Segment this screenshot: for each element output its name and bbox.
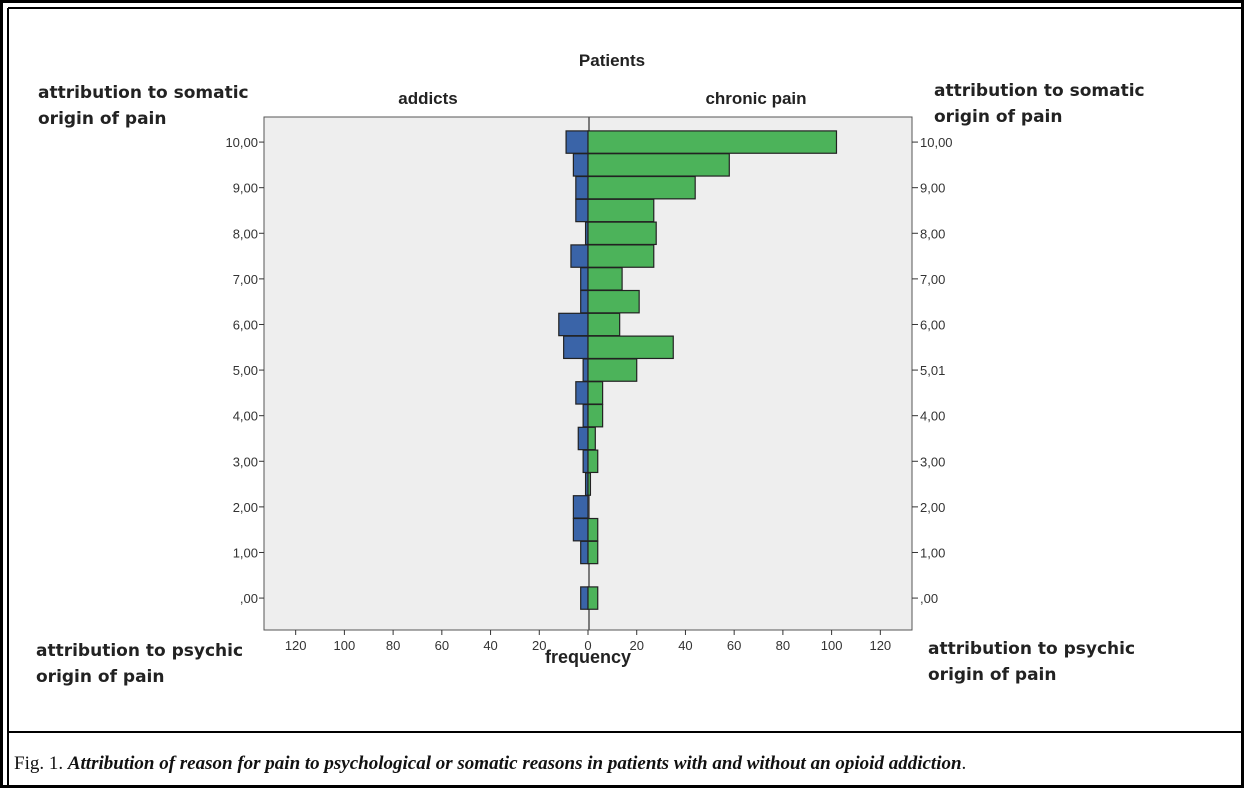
y-tick-label-right-10: 10,00 — [920, 135, 953, 150]
figure-caption: Fig. 1. Attribution of reason for pain t… — [8, 744, 1238, 784]
bar-addicts-18 — [572, 153, 589, 177]
bar-addicts-0 — [580, 586, 589, 610]
y-tick-label-left-2: 2,00 — [233, 500, 258, 515]
annotation-bottom-right-line2: origin of pain — [928, 665, 1056, 685]
bar-addicts-13 — [580, 267, 589, 291]
x-tick-label-left-2: 80 — [386, 638, 400, 653]
bar-chronic-pain-15 — [587, 221, 657, 246]
bar-chronic-pain-16 — [587, 198, 655, 223]
bar-addicts-8 — [575, 381, 589, 405]
annotation-top-left-line1: attribution to somatic — [38, 83, 249, 103]
bar-addicts-12 — [580, 289, 589, 314]
bar-chronic-pain-18 — [587, 153, 730, 177]
y-tick-label-right-8: 8,00 — [920, 226, 945, 241]
annotation-top-left-line2: origin of pain — [38, 109, 166, 129]
bar-chronic-pain-19 — [587, 130, 838, 154]
bar-addicts-16 — [575, 198, 589, 223]
x-tick-label-left-0: 120 — [285, 638, 307, 653]
x-tick-label-right-5: 100 — [821, 638, 843, 653]
annotation-bottom-left-line2: origin of pain — [36, 667, 164, 687]
y-tick-label-right-2: 2,00 — [920, 500, 945, 515]
y-tick-label-left-9: 9,00 — [233, 181, 258, 196]
caption-text: Attribution of reason for pain to psycho… — [67, 753, 962, 774]
x-tick-label-right-2: 40 — [678, 638, 692, 653]
y-tick-label-right-9: 9,00 — [920, 181, 945, 196]
series-label-addicts: addicts — [398, 89, 458, 108]
caption-suffix: . — [961, 753, 967, 774]
bar-chronic-pain-2 — [587, 517, 599, 542]
bar-addicts-3 — [572, 495, 589, 519]
y-tick-label-right-7: 7,00 — [920, 272, 945, 287]
bar-addicts-11 — [558, 312, 589, 337]
x-tick-label-left-6: 0 — [584, 638, 591, 653]
x-tick-label-left-3: 60 — [435, 638, 449, 653]
caption-prefix: Fig. 1. — [14, 753, 64, 774]
y-axis-left: ,00 1,00 2,00 3,00 4,00 5,00 6,00 7,00 8,00 9,00 1… — [225, 135, 264, 606]
y-tick-label-left-0: ,00 — [240, 591, 258, 606]
bar-chronic-pain-13 — [587, 267, 623, 291]
y-tick-label-right-0: ,00 — [920, 591, 938, 606]
bar-chronic-pain-12 — [587, 289, 640, 314]
bar-chronic-pain-6 — [587, 426, 596, 451]
bar-addicts-2 — [572, 517, 589, 542]
bar-addicts-17 — [575, 175, 589, 200]
series-label-chronic-pain: chronic pain — [705, 89, 806, 108]
chart-title: Patients — [579, 51, 645, 70]
y-tick-label-left-10: 10,00 — [225, 135, 258, 150]
bar-chronic-pain-7 — [587, 403, 604, 428]
x-axis-label: frequency — [545, 647, 631, 667]
bar-chronic-pain-1 — [587, 540, 599, 565]
bar-addicts-9 — [582, 358, 589, 382]
x-tick-label-right-1: 20 — [629, 638, 643, 653]
bar-addicts-1 — [580, 540, 589, 565]
bar-chronic-pain-8 — [587, 381, 604, 405]
y-tick-label-right-4: 4,00 — [920, 409, 945, 424]
y-tick-label-right-6: 6,00 — [920, 317, 945, 332]
bar-chronic-pain-11 — [587, 312, 621, 337]
bar-chronic-pain-9 — [587, 358, 638, 382]
bar-chronic-pain-10 — [587, 335, 674, 360]
bar-chronic-pain-5 — [587, 449, 599, 474]
y-tick-label-right-3: 3,00 — [920, 454, 945, 469]
x-tick-label-right-3: 60 — [727, 638, 741, 653]
x-tick-label-right-6: 120 — [869, 638, 891, 653]
bar-chronic-pain-0 — [587, 586, 599, 610]
y-tick-label-left-7: 7,00 — [233, 272, 258, 287]
bar-addicts-14 — [570, 244, 589, 268]
y-tick-label-left-8: 8,00 — [233, 226, 258, 241]
x-tick-label-left-1: 100 — [334, 638, 356, 653]
bar-chronic-pain-14 — [587, 244, 655, 268]
annotation-top-right-line2: origin of pain — [934, 107, 1062, 127]
bar-addicts-7 — [582, 403, 589, 428]
y-tick-label-left-4: 4,00 — [233, 409, 258, 424]
bar-chronic-pain-17 — [587, 175, 696, 200]
annotation-top-right-line1: attribution to somatic — [934, 81, 1145, 101]
x-axis: 120 100 80 60 40 20 0 20 40 60 80 100 120 — [285, 630, 891, 653]
bar-addicts-19 — [565, 130, 589, 154]
bars-group — [558, 130, 838, 610]
y-tick-label-right-5: 5,01 — [920, 363, 945, 378]
y-axis-right: ,00 1,00 2,00 3,00 4,00 5,01 6,00 7,00 8,00 9,00 1… — [912, 135, 953, 606]
y-tick-label-right-1: 1,00 — [920, 545, 945, 560]
bar-addicts-6 — [577, 426, 589, 451]
y-tick-label-left-6: 6,00 — [233, 317, 258, 332]
y-tick-label-left-1: 1,00 — [233, 545, 258, 560]
x-tick-label-right-4: 80 — [776, 638, 790, 653]
bar-chronic-pain-4 — [587, 472, 592, 496]
bar-addicts-5 — [582, 449, 589, 474]
annotation-bottom-left-line1: attribution to psychic — [36, 641, 243, 661]
annotation-bottom-right-line1: attribution to psychic — [928, 639, 1135, 659]
x-tick-label-left-5: 20 — [532, 638, 546, 653]
x-tick-label-left-4: 40 — [483, 638, 497, 653]
bar-addicts-10 — [563, 335, 589, 360]
y-tick-label-left-5: 5,00 — [233, 363, 258, 378]
y-tick-label-left-3: 3,00 — [233, 454, 258, 469]
